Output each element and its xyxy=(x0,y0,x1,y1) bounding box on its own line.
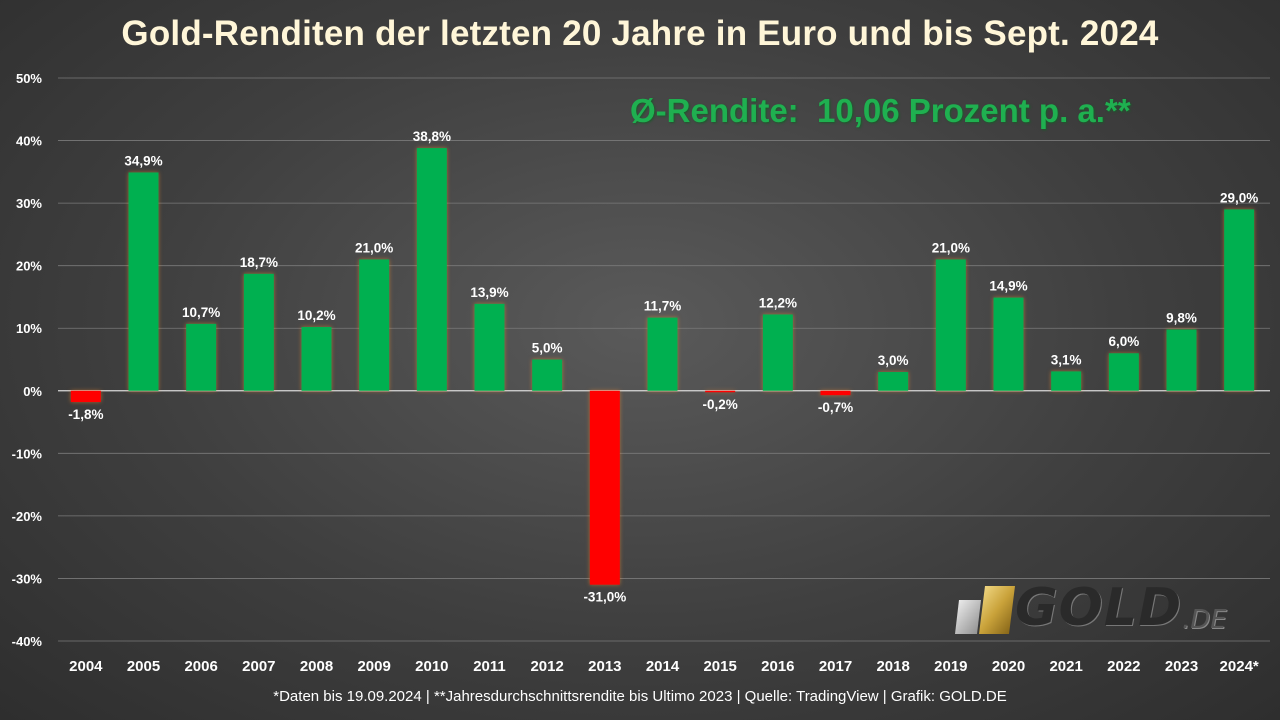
average-return-note: Ø-Rendite: 10,06 Prozent p. a.** xyxy=(630,92,1131,129)
y-tick-label: 30% xyxy=(16,196,42,211)
bar-2011 xyxy=(474,303,505,391)
bar-2007 xyxy=(243,273,274,391)
bar-2018 xyxy=(878,372,909,391)
bar-2008 xyxy=(301,326,332,391)
bar-2010 xyxy=(416,148,447,391)
data-label: 21,0% xyxy=(355,240,393,255)
data-label: 14,9% xyxy=(989,279,1027,294)
x-tick-label: 2014 xyxy=(646,658,680,675)
x-tick-label: 2008 xyxy=(300,658,333,675)
y-tick-label: 20% xyxy=(16,259,42,274)
data-label: 10,2% xyxy=(297,308,335,323)
chart-title: Gold-Renditen der letzten 20 Jahre in Eu… xyxy=(121,14,1159,53)
y-tick-label: 10% xyxy=(16,321,42,336)
bar-2016 xyxy=(762,314,793,391)
x-tick-label: 2005 xyxy=(127,658,160,675)
data-label: 9,8% xyxy=(1166,310,1197,325)
data-label: 5,0% xyxy=(532,341,563,356)
bar-2020 xyxy=(993,297,1024,391)
chart-footnote: *Daten bis 19.09.2024 | **Jahresdurchsch… xyxy=(273,688,1007,705)
bar-2012 xyxy=(532,359,563,391)
x-tick-label: 2017 xyxy=(819,658,852,675)
x-tick-label: 2007 xyxy=(242,658,275,675)
x-tick-label: 2012 xyxy=(530,658,563,675)
x-tick-label: 2021 xyxy=(1049,658,1082,675)
x-tick-label: 2023 xyxy=(1165,658,1198,675)
x-tick-label: 2010 xyxy=(415,658,448,675)
bar-2009 xyxy=(359,259,390,391)
x-tick-label: 2016 xyxy=(761,658,794,675)
x-tick-label: 2019 xyxy=(934,658,967,675)
y-tick-label: -10% xyxy=(12,446,43,461)
x-tick-label: 2024* xyxy=(1220,658,1259,675)
data-label: 18,7% xyxy=(240,255,278,270)
data-label: -1,8% xyxy=(68,407,103,422)
y-tick-label: -30% xyxy=(12,571,43,586)
data-label: 10,7% xyxy=(182,305,220,320)
bar-2015 xyxy=(705,390,736,393)
x-tick-label: 2013 xyxy=(588,658,621,675)
x-tick-label: 2015 xyxy=(703,658,736,675)
y-tick-label: -20% xyxy=(12,509,43,524)
data-label: -0,2% xyxy=(703,397,738,412)
bar-2014 xyxy=(647,317,678,391)
data-label: 38,8% xyxy=(413,129,451,144)
data-label: 13,9% xyxy=(470,285,508,300)
bar-2022 xyxy=(1108,353,1139,391)
y-tick-label: 40% xyxy=(16,134,42,149)
data-label: -0,7% xyxy=(818,400,853,415)
data-label: 29,0% xyxy=(1220,190,1258,205)
bar-2006 xyxy=(186,323,217,391)
logo-word: GOLD xyxy=(1015,578,1183,638)
data-label: 34,9% xyxy=(124,153,162,168)
x-tick-label: 2004 xyxy=(69,658,103,675)
bar-2021 xyxy=(1051,371,1082,391)
gold-bar-icon xyxy=(955,586,1015,634)
x-tick-label: 2020 xyxy=(992,658,1025,675)
x-tick-label: 2022 xyxy=(1107,658,1140,675)
data-label: 21,0% xyxy=(932,240,970,255)
logo-suffix: .DE xyxy=(1182,605,1227,635)
y-tick-label: 0% xyxy=(23,384,42,399)
x-tick-label: 2011 xyxy=(473,658,506,675)
data-label: 11,7% xyxy=(644,299,682,314)
x-tick-label: 2018 xyxy=(876,658,909,675)
bar-2005 xyxy=(128,172,159,391)
x-tick-label: 2006 xyxy=(184,658,217,675)
bar-2019 xyxy=(935,259,966,391)
data-label: 3,1% xyxy=(1051,352,1082,367)
data-label: 12,2% xyxy=(759,295,797,310)
bar-2017 xyxy=(820,390,851,396)
y-tick-label: 50% xyxy=(16,71,42,86)
y-tick-label: -40% xyxy=(12,634,43,649)
bar-2004 xyxy=(70,390,101,403)
data-label: 6,0% xyxy=(1108,334,1139,349)
bar-2013 xyxy=(589,390,620,585)
x-tick-label: 2009 xyxy=(357,658,390,675)
bar-2023 xyxy=(1166,329,1197,391)
data-label: 3,0% xyxy=(878,353,909,368)
data-label: -31,0% xyxy=(583,590,626,605)
bar-2024* xyxy=(1224,209,1255,391)
